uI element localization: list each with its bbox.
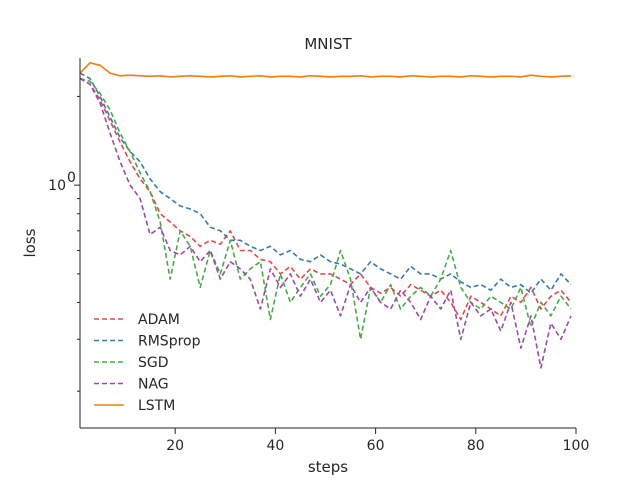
legend-label-lstm: LSTM	[138, 398, 175, 414]
legend-label-adam: ADAM	[138, 312, 180, 328]
y-tick-exponent: 0	[67, 170, 76, 186]
legend-label-nag: NAG	[138, 377, 169, 393]
x-axis-label: steps	[308, 458, 348, 476]
y-tick-label: 10	[48, 178, 66, 194]
x-tick-label: 60	[367, 438, 385, 454]
plot-area	[79, 61, 572, 369]
series-line-lstm	[79, 61, 572, 78]
x-tick-label: 80	[467, 438, 485, 454]
series-line-adam	[79, 77, 572, 321]
chart-title: MNIST	[304, 35, 352, 53]
legend-label-rmsprop: RMSprop	[138, 334, 201, 350]
series-line-sgd	[79, 77, 572, 341]
series-layer	[79, 61, 572, 369]
x-tick-label: 100	[563, 438, 590, 454]
x-ticks: 20 40 60 80 100	[166, 428, 589, 454]
x-tick-label: 40	[266, 438, 284, 454]
y-axis-label: loss	[21, 228, 39, 257]
series-line-nag	[79, 77, 572, 369]
legend-label-sgd: SGD	[138, 355, 169, 371]
legend: ADAM RMSprop SGD NAG LSTM	[94, 312, 201, 414]
y-ticks: 10 0	[48, 95, 80, 392]
series-line-rmsprop	[79, 72, 572, 295]
x-tick-label: 20	[166, 438, 184, 454]
